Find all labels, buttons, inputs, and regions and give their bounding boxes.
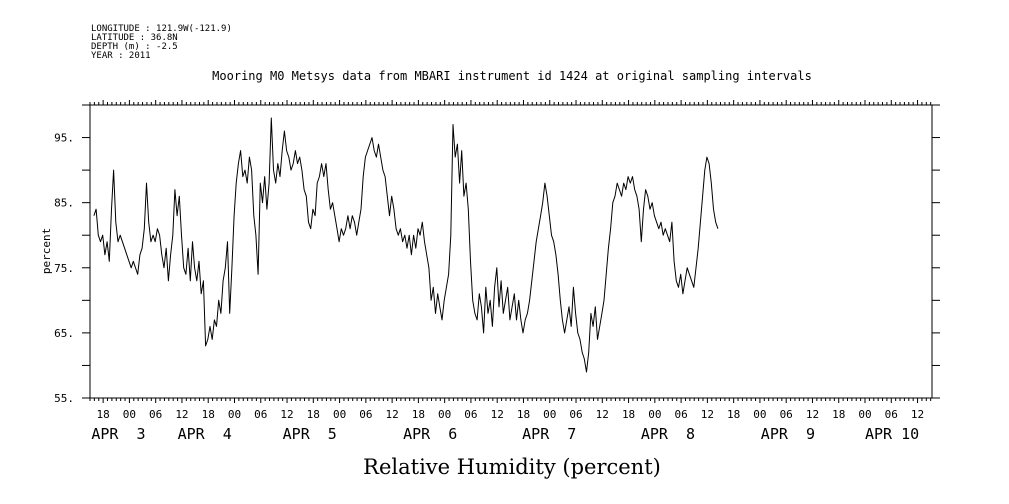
x-day-label: APR 10 <box>865 425 919 443</box>
x-tick-label: 00 <box>858 408 871 421</box>
x-tick-label: 00 <box>648 408 661 421</box>
x-tick-label: 12 <box>701 408 714 421</box>
x-day-label: APR 6 <box>403 425 457 443</box>
x-tick-label: 12 <box>806 408 819 421</box>
x-tick-label: 18 <box>727 408 740 421</box>
x-tick-label: 18 <box>97 408 110 421</box>
x-tick-label: 18 <box>622 408 635 421</box>
plot-frame <box>89 104 933 399</box>
x-tick-label: 18 <box>412 408 425 421</box>
y-tick-label: 55. <box>54 392 74 405</box>
metadata-longitude: LONGITUDE : 121.9W(-121.9) <box>91 24 232 34</box>
y-tick-label: 95. <box>54 132 74 145</box>
x-tick-label: 06 <box>359 408 372 421</box>
y-axis-label: percent <box>40 228 53 274</box>
x-tick-label: 06 <box>569 408 582 421</box>
x-tick-label: 06 <box>254 408 267 421</box>
x-day-label: APR 9 <box>761 425 815 443</box>
x-tick-label: 18 <box>832 408 845 421</box>
x-tick-label: 00 <box>753 408 766 421</box>
x-tick-label: 12 <box>385 408 398 421</box>
series-layer <box>93 117 719 373</box>
x-tick-label: 06 <box>674 408 687 421</box>
x-day-label: APR 5 <box>283 425 337 443</box>
y-tick-label: 75. <box>54 262 74 275</box>
x-tick-label: 12 <box>596 408 609 421</box>
x-day-label: APR 8 <box>641 425 695 443</box>
x-tick-label: 00 <box>543 408 556 421</box>
x-tick-label: 00 <box>438 408 451 421</box>
x-tick-label: 12 <box>175 408 188 421</box>
x-day-label: APR 7 <box>522 425 576 443</box>
chart-title: Mooring M0 Metsys data from MBARI instru… <box>212 69 812 83</box>
x-tick-label: 18 <box>517 408 530 421</box>
x-tick-label: 12 <box>911 408 924 421</box>
metadata-depth: DEPTH (m) : -2.5 <box>91 42 178 52</box>
x-tick-label: 06 <box>464 408 477 421</box>
x-tick-label: 00 <box>228 408 241 421</box>
x-tick-label: 12 <box>280 408 293 421</box>
x-tick-label: 06 <box>149 408 162 421</box>
x-tick-label: 06 <box>885 408 898 421</box>
metadata-year: YEAR : 2011 <box>91 51 151 61</box>
x-tick-label: 00 <box>123 408 136 421</box>
y-tick-label: 85. <box>54 197 74 210</box>
x-tick-label: 12 <box>491 408 504 421</box>
axis-ticks <box>82 100 940 403</box>
x-day-label: APR 3 <box>91 425 145 443</box>
x-axis-label: Relative Humidity (percent) <box>363 455 661 479</box>
series-line <box>93 117 719 373</box>
x-day-label: APR 4 <box>178 425 232 443</box>
x-tick-label: 18 <box>202 408 215 421</box>
y-tick-labels: 55. 65. 75. 85. 95. <box>54 132 74 405</box>
x-tick-label: 00 <box>333 408 346 421</box>
day-labels: APR 3 APR 4 APR 5 APR 6 APR 7 APR 8 APR 9 APR 1… <box>91 425 919 443</box>
x-tick-label: 06 <box>780 408 793 421</box>
metadata-block: LONGITUDE : 121.9W(-121.9) LATITUDE : 36… <box>91 24 232 61</box>
x-tick-labels: 18 00 06 12 18 00 06 12 18 00 06 12 18 00 06 12 18 00 06 12… <box>97 408 925 421</box>
y-tick-label: 65. <box>54 327 74 340</box>
x-tick-label: 18 <box>307 408 320 421</box>
metadata-latitude: LATITUDE : 36.8N <box>91 33 178 43</box>
